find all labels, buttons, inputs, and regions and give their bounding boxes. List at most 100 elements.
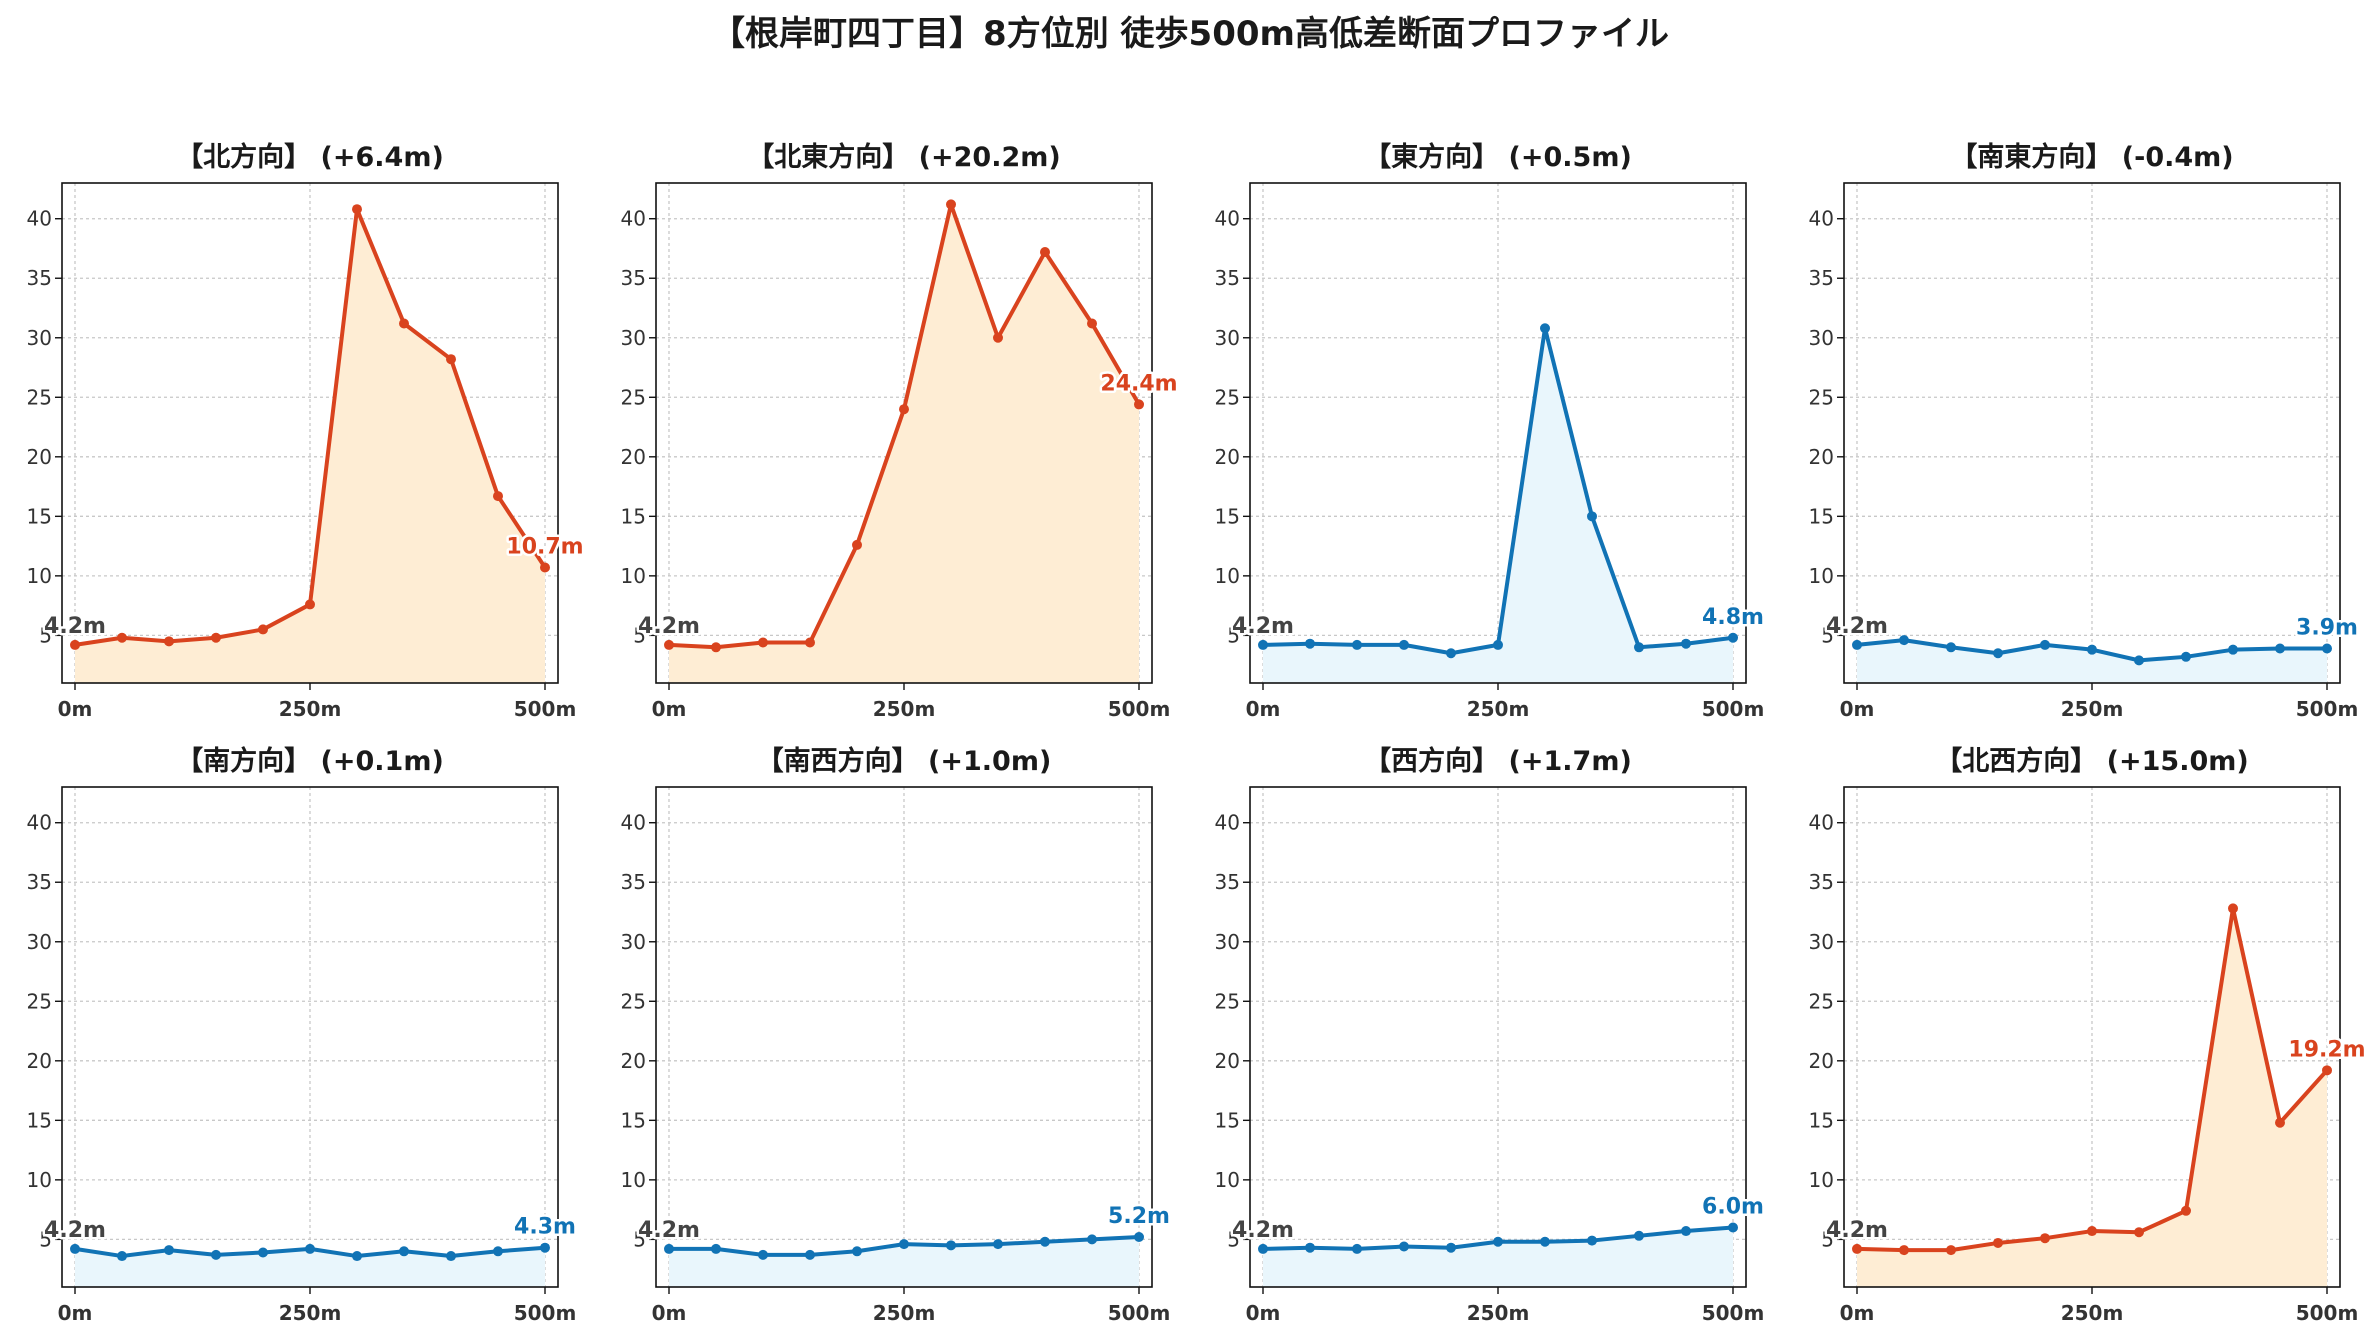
end-value-label: 4.3m (514, 1215, 576, 1240)
chart-panel: 【北西方向】 (+15.0m) 5 10 15 20 25 30 35 40 0m 250m 500m… (1809, 745, 2369, 1325)
data-point (164, 636, 174, 647)
data-point (258, 1247, 268, 1258)
data-point (2134, 655, 2144, 666)
x-tick-label: 500m (2296, 1301, 2359, 1325)
data-point (1134, 399, 1144, 410)
data-point (1352, 639, 1362, 650)
y-tick-label: 25 (1809, 989, 1834, 1013)
y-tick-label: 10 (27, 564, 52, 588)
y-tick-label: 10 (621, 564, 646, 588)
x-tick-label: 0m (652, 1301, 687, 1325)
y-tick-label: 15 (27, 504, 52, 528)
data-point (711, 1243, 721, 1254)
data-point (352, 1251, 362, 1262)
data-point (1681, 1226, 1691, 1237)
y-tick-label: 30 (27, 326, 52, 350)
data-point (2040, 639, 2050, 650)
panel-title: 【東方向】 (+0.5m) (1364, 141, 1632, 173)
data-point (2275, 643, 2285, 654)
data-point (399, 1246, 409, 1257)
chart-panel: 【東方向】 (+0.5m) 5 10 15 20 25 30 35 40 0m 250m 500m 4.… (1215, 141, 1767, 721)
y-tick-label: 10 (27, 1168, 52, 1192)
y-tick-label: 5 (1227, 1227, 1240, 1251)
data-point (1993, 648, 2003, 659)
data-point (2087, 1226, 2097, 1237)
y-tick-label: 35 (621, 266, 646, 290)
data-point (117, 1251, 127, 1262)
x-tick-label: 500m (1108, 1301, 1171, 1325)
data-point (2228, 644, 2238, 655)
y-tick-label: 15 (1809, 504, 1834, 528)
data-point (258, 624, 268, 635)
y-tick-label: 15 (1215, 1108, 1240, 1132)
data-point (540, 1242, 550, 1253)
y-tick-label: 20 (27, 445, 52, 469)
y-tick-label: 35 (621, 870, 646, 894)
data-point (1587, 511, 1597, 522)
y-tick-label: 30 (621, 930, 646, 954)
panel-title: 【北東方向】 (+20.2m) (747, 141, 1060, 173)
start-value-label: 4.2m (1826, 1218, 1888, 1243)
y-tick-label: 35 (27, 870, 52, 894)
data-point (2228, 903, 2238, 914)
start-value-label: 4.2m (1232, 614, 1294, 639)
data-point (1681, 638, 1691, 649)
y-tick-label: 40 (27, 811, 52, 835)
x-tick-label: 0m (1840, 1301, 1875, 1325)
data-point (852, 539, 862, 550)
x-tick-label: 250m (873, 697, 936, 721)
end-value-label: 10.7m (506, 535, 583, 560)
data-point (1728, 632, 1738, 643)
chart-panel: 【北方向】 (+6.4m) 5 10 15 20 25 30 35 40 0m 250m 500m 4.… (27, 141, 587, 721)
data-point (1540, 323, 1550, 334)
data-point (1399, 639, 1409, 650)
data-point (664, 1243, 674, 1254)
data-point (1540, 1236, 1550, 1247)
data-point (805, 1249, 815, 1260)
data-point (540, 562, 550, 573)
end-value-label: 6.0m (1702, 1194, 1764, 1219)
data-point (1634, 642, 1644, 653)
data-point (164, 1245, 174, 1256)
data-point (899, 1239, 909, 1250)
y-tick-label: 5 (633, 1227, 646, 1251)
y-tick-label: 35 (1215, 870, 1240, 894)
data-point (493, 1246, 503, 1257)
start-value-label: 4.2m (1232, 1218, 1294, 1243)
y-tick-label: 30 (621, 326, 646, 350)
data-point (758, 1249, 768, 1260)
x-tick-label: 0m (1246, 1301, 1281, 1325)
data-point (1946, 1245, 1956, 1256)
y-tick-label: 40 (1215, 811, 1240, 835)
data-point (305, 1243, 315, 1254)
data-point (852, 1246, 862, 1257)
chart-panel: 【南西方向】 (+1.0m) 5 10 15 20 25 30 35 40 0m 250m 500m 4… (621, 745, 1173, 1325)
y-tick-label: 5 (39, 623, 52, 647)
data-point (2275, 1117, 2285, 1128)
y-tick-label: 10 (1809, 1168, 1834, 1192)
y-tick-label: 25 (621, 385, 646, 409)
data-point (1040, 1236, 1050, 1247)
y-tick-label: 25 (27, 385, 52, 409)
profile-area (75, 1247, 545, 1287)
y-tick-label: 25 (1215, 989, 1240, 1013)
data-point (993, 1239, 1003, 1250)
y-tick-label: 5 (633, 623, 646, 647)
profile-area (1857, 908, 2327, 1287)
data-point (211, 1249, 221, 1260)
y-tick-label: 40 (1809, 207, 1834, 231)
y-tick-label: 40 (1809, 811, 1834, 835)
panel-title: 【北方向】 (+6.4m) (176, 141, 444, 173)
data-point (2087, 644, 2097, 655)
data-point (1852, 639, 1862, 650)
data-point (1258, 1243, 1268, 1254)
data-point (211, 632, 221, 643)
data-point (1399, 1241, 1409, 1252)
end-value-label: 24.4m (1100, 371, 1177, 396)
data-point (1258, 639, 1268, 650)
data-point (1134, 1232, 1144, 1242)
data-point (1087, 318, 1097, 329)
data-point (446, 354, 456, 365)
end-value-label: 3.9m (2296, 615, 2358, 640)
